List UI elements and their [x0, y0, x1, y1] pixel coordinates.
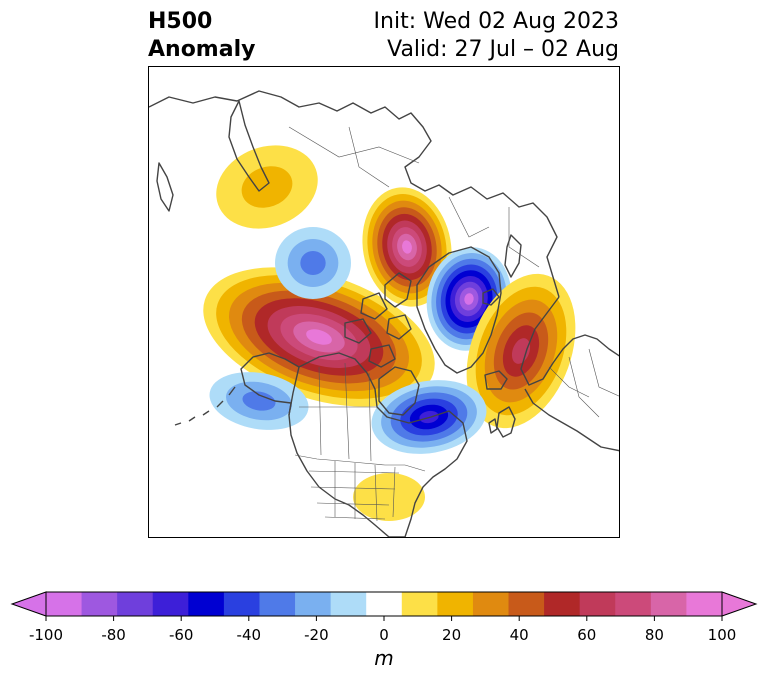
- anomaly-contour: [353, 473, 425, 521]
- anomaly-blob: [203, 267, 435, 407]
- scandinavia-coast: [520, 296, 619, 386]
- colorbar-tick-label: -40: [237, 626, 262, 644]
- colorbar-bin: [472, 592, 510, 616]
- iceland-coast: [484, 370, 508, 390]
- colorbar-bin: [295, 592, 332, 616]
- colorbar: -100 -80 -60 -40 -20 0 20 40 60 80 100: [10, 591, 758, 644]
- colorbar-tick-label: 0: [379, 626, 389, 644]
- colorbar-bin: [223, 592, 260, 616]
- colorbar-bin: [152, 592, 189, 616]
- anomaly-blob: [362, 187, 452, 307]
- colorbar-bin: [81, 592, 118, 616]
- title-line-2: Anomaly: [148, 37, 256, 62]
- japan-coast: [156, 162, 174, 212]
- colorbar-bin: [259, 592, 296, 616]
- valid-range: Valid: 27 Jul – 02 Aug: [387, 37, 619, 62]
- coastlines: [149, 90, 619, 537]
- colorbar-bin: [366, 592, 403, 616]
- europe-borders: [548, 348, 619, 418]
- colorbar-tick-label: 20: [442, 626, 461, 644]
- colorbar-bin: [508, 592, 545, 616]
- anomaly-fields: [203, 145, 576, 521]
- us-state-lines: [308, 461, 400, 522]
- anomaly-contour: [241, 166, 293, 208]
- colorbar-bin: [401, 592, 438, 616]
- colorbar-bin: [615, 592, 652, 616]
- anomaly-contour: [464, 293, 474, 305]
- alaska-coast: [240, 352, 300, 416]
- aleutian-coast: [174, 386, 236, 426]
- map-dates: Init: Wed 02 Aug 2023 Valid: 27 Jul – 02…: [374, 8, 619, 64]
- colorbar-tick-label: 40: [510, 626, 529, 644]
- colorbar-bin: [46, 592, 83, 616]
- anomaly-blob: [209, 372, 309, 430]
- colorbar-extend-under: [10, 591, 47, 617]
- asia-borders: [288, 126, 540, 268]
- colorbar-bin: [437, 592, 474, 616]
- anomaly-contour: [402, 240, 412, 254]
- colorbar-tick-label: -80: [101, 626, 126, 644]
- hudson-bay-coast: [378, 366, 420, 416]
- colorbar-tick-label: -60: [169, 626, 194, 644]
- colorbar-tick-label: 100: [708, 626, 737, 644]
- anomaly-blob: [275, 227, 351, 299]
- north-america-coast: [288, 352, 468, 537]
- map-title: H500 Anomaly: [148, 8, 255, 64]
- anomaly-contour: [300, 251, 326, 275]
- us-canada-border: [294, 454, 426, 472]
- svalbard-coast: [482, 288, 500, 306]
- colorbar-bin: [117, 592, 154, 616]
- anomaly-contour: [242, 391, 276, 411]
- uk-coast: [488, 406, 516, 438]
- arctic-islands-coast: [344, 272, 412, 368]
- colorbar-bin: [650, 592, 687, 616]
- greenland-coast: [416, 246, 502, 374]
- map-canvas: [149, 90, 619, 537]
- colorbar-bins: [10, 591, 758, 617]
- anomaly-contour: [511, 338, 531, 364]
- europe-coast: [524, 388, 619, 452]
- anomaly-blob: [216, 145, 318, 229]
- init-date: Init: Wed 02 Aug 2023: [373, 9, 619, 34]
- colorbar-tick-label: -100: [29, 626, 63, 644]
- asia-coast: [149, 90, 560, 298]
- colorbar-extend-over: [721, 591, 758, 617]
- kamchatka-coast: [228, 100, 270, 192]
- colorbar-tick-label: 60: [577, 626, 596, 644]
- colorbar-ticks: -100 -80 -60 -40 -20 0 20 40 60 80 100: [29, 616, 736, 644]
- colorbar-tick-label: -20: [304, 626, 329, 644]
- title-line-1: H500: [148, 9, 213, 34]
- anomaly-blob: [353, 473, 425, 521]
- colorbar-bin: [188, 592, 225, 616]
- colorbar-bin: [330, 592, 367, 616]
- colorbar-bin: [686, 592, 723, 616]
- political-borders: [288, 126, 619, 522]
- colorbar-unit: m: [374, 646, 394, 670]
- colorbar-bin: [544, 592, 581, 616]
- colorbar-tick-label: 80: [645, 626, 664, 644]
- anomaly-contour: [306, 329, 332, 345]
- anomaly-map: [148, 66, 620, 538]
- novaya-zemlya-coast: [504, 234, 522, 278]
- canada-province-lines: [299, 362, 377, 462]
- colorbar-bin: [579, 592, 616, 616]
